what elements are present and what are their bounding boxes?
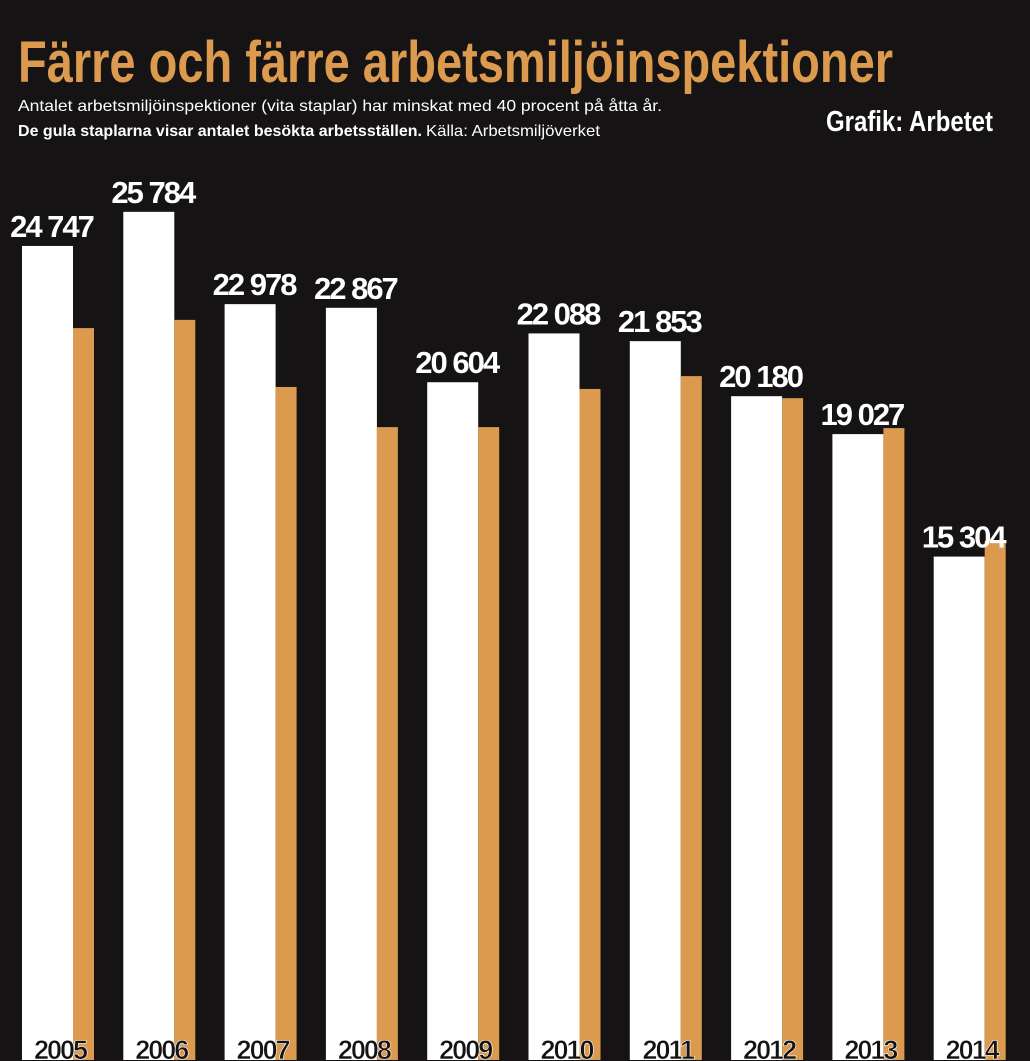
- bar: [22, 245, 73, 1060]
- bar: [224, 304, 276, 1060]
- credit: Grafik: Arbetet: [826, 106, 993, 138]
- bar: [478, 427, 500, 1061]
- value-label: 25 784: [111, 175, 197, 210]
- bar: [680, 376, 702, 1060]
- x-tick-label: 2010: [540, 1035, 593, 1061]
- x-tick-label: 2009: [439, 1035, 493, 1061]
- value-label: 19 027: [820, 397, 904, 432]
- bar: [123, 211, 175, 1060]
- x-tick-label: 2005: [34, 1035, 88, 1061]
- source: Källa: Arbetsmiljöverket: [426, 123, 601, 140]
- bar: [933, 556, 985, 1060]
- bar: [832, 434, 884, 1061]
- subtitle: De gula staplarna visar antalet besökta …: [18, 123, 422, 140]
- bar: [579, 388, 601, 1060]
- x-tick-label: 2013: [844, 1035, 898, 1061]
- bar: [883, 428, 905, 1060]
- bar: [629, 341, 681, 1060]
- value-label: 24 747: [10, 209, 94, 244]
- value-label: 20 180: [719, 359, 803, 394]
- bar: [275, 386, 297, 1060]
- bar: [984, 540, 1006, 1060]
- bar: [427, 382, 479, 1061]
- x-tick-label: 2008: [338, 1035, 392, 1061]
- subtitle: Antalet arbetsmiljöinspektioner (vita st…: [18, 97, 662, 115]
- x-tick-label: 2007: [237, 1035, 290, 1061]
- value-label: 20 604: [415, 345, 501, 380]
- bar: [73, 328, 94, 1060]
- chart-title: Färre och färre arbetsmiljöinspektioner: [18, 30, 893, 95]
- value-label: 22 867: [314, 271, 398, 306]
- value-label: 15 304: [922, 520, 1008, 555]
- bar: [376, 427, 398, 1061]
- x-tick-label: 2006: [135, 1035, 189, 1061]
- bar: [325, 307, 377, 1061]
- x-tick-label: 2014: [946, 1035, 1000, 1061]
- x-tick-label: 2012: [743, 1035, 796, 1061]
- value-label: 22 088: [517, 296, 602, 331]
- bar: [782, 398, 804, 1060]
- value-label: 22 978: [213, 267, 298, 302]
- bar: [528, 333, 580, 1061]
- x-tick-label: 2011: [643, 1035, 696, 1061]
- bar: [731, 396, 783, 1060]
- bar: [174, 319, 196, 1060]
- value-label: 21 853: [618, 304, 703, 339]
